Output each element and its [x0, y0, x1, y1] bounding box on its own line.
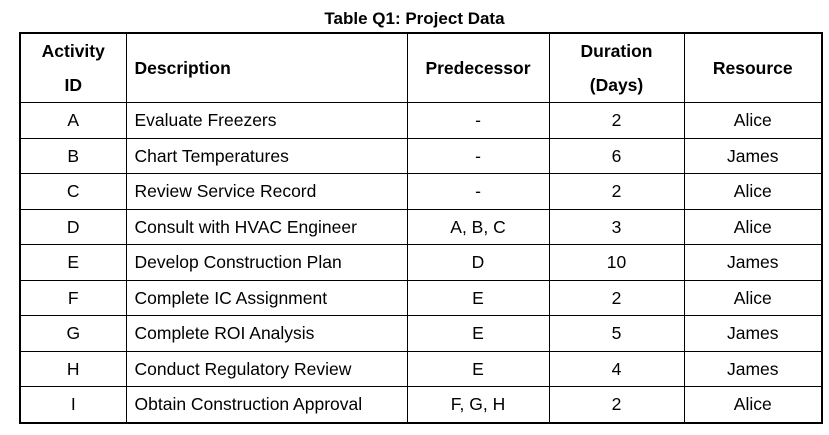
cell-activity-id: H	[19, 350, 127, 387]
table-row: D Consult with HVAC Engineer A, B, C 3 A…	[19, 208, 823, 245]
cell-description: Chart Temperatures	[125, 137, 408, 174]
cell-resource: James	[683, 315, 823, 352]
header-duration-line1: Duration	[580, 41, 653, 61]
cell-resource: Alice	[683, 386, 823, 423]
cell-duration: 10	[548, 244, 685, 281]
cell-duration: 2	[548, 386, 685, 423]
cell-resource: Alice	[683, 173, 823, 210]
table-row: A Evaluate Freezers - 2 Alice	[19, 102, 823, 139]
header-activity-line1: Activity	[41, 41, 105, 61]
cell-resource: James	[683, 244, 823, 281]
cell-predecessor: F, G, H	[406, 386, 550, 423]
cell-duration: 3	[548, 208, 685, 245]
cell-activity-id: F	[19, 279, 127, 316]
header-activity-line2: ID	[64, 75, 83, 95]
cell-resource: Alice	[683, 102, 823, 139]
cell-resource: James	[683, 137, 823, 174]
cell-predecessor: -	[406, 102, 550, 139]
header-activity-id: Activity ID	[19, 32, 127, 103]
table-row: I Obtain Construction Approval F, G, H 2…	[19, 386, 823, 423]
cell-duration: 2	[548, 279, 685, 316]
cell-predecessor: -	[406, 137, 550, 174]
cell-resource: James	[683, 350, 823, 387]
table-row: E Develop Construction Plan D 10 James	[19, 244, 823, 281]
cell-activity-id: B	[19, 137, 127, 174]
header-resource: Resource	[683, 32, 823, 103]
cell-resource: Alice	[683, 208, 823, 245]
cell-activity-id: G	[19, 315, 127, 352]
cell-activity-id: C	[19, 173, 127, 210]
cell-predecessor: E	[406, 350, 550, 387]
cell-duration: 4	[548, 350, 685, 387]
cell-activity-id: E	[19, 244, 127, 281]
cell-activity-id: D	[19, 208, 127, 245]
cell-predecessor: E	[406, 315, 550, 352]
table-row: C Review Service Record - 2 Alice	[19, 173, 823, 210]
cell-resource: Alice	[683, 279, 823, 316]
cell-description: Evaluate Freezers	[125, 102, 408, 139]
cell-description: Obtain Construction Approval	[125, 386, 408, 423]
cell-description: Consult with HVAC Engineer	[125, 208, 408, 245]
header-row: Activity ID Description Predecessor Dura…	[19, 32, 823, 103]
cell-activity-id: A	[19, 102, 127, 139]
cell-duration: 2	[548, 173, 685, 210]
cell-description: Develop Construction Plan	[125, 244, 408, 281]
cell-predecessor: -	[406, 173, 550, 210]
cell-description: Complete ROI Analysis	[125, 315, 408, 352]
project-data-table: Activity ID Description Predecessor Dura…	[19, 32, 823, 424]
header-predecessor: Predecessor	[406, 32, 550, 103]
cell-description: Conduct Regulatory Review	[125, 350, 408, 387]
table-row: F Complete IC Assignment E 2 Alice	[19, 279, 823, 316]
header-description: Description	[125, 32, 408, 103]
cell-duration: 2	[548, 102, 685, 139]
cell-duration: 6	[548, 137, 685, 174]
cell-predecessor: E	[406, 279, 550, 316]
cell-predecessor: A, B, C	[406, 208, 550, 245]
header-duration: Duration (Days)	[548, 32, 685, 103]
cell-duration: 5	[548, 315, 685, 352]
cell-activity-id: I	[19, 386, 127, 423]
table-row: G Complete ROI Analysis E 5 James	[19, 315, 823, 352]
table-row: H Conduct Regulatory Review E 4 James	[19, 350, 823, 387]
cell-description: Review Service Record	[125, 173, 408, 210]
cell-predecessor: D	[406, 244, 550, 281]
table-row: B Chart Temperatures - 6 James	[19, 137, 823, 174]
table-caption: Table Q1: Project Data	[324, 9, 505, 28]
header-duration-line2: (Days)	[589, 75, 644, 95]
cell-description: Complete IC Assignment	[125, 279, 408, 316]
